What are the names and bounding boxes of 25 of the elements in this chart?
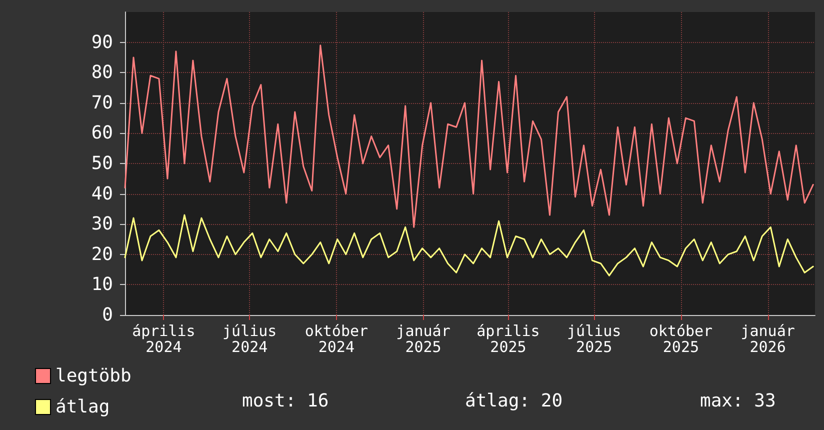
y-tick-label: 80 — [91, 62, 113, 84]
y-tick-label: 20 — [91, 244, 113, 265]
x-tick-label: április 2024 — [132, 322, 196, 356]
x-tick-label: január 2025 — [396, 322, 450, 356]
x-tick-label: július 2025 — [567, 322, 622, 356]
x-tick-label: január 2026 — [740, 322, 795, 356]
legend-label: legtöbb — [56, 366, 132, 386]
text: max: 33 — [700, 390, 776, 412]
text: átlag: 20 — [465, 390, 563, 412]
y-tick-label: 60 — [91, 122, 113, 144]
line-series — [124, 214, 814, 276]
x-tick-label: október 2024 — [304, 322, 368, 356]
text: most: 16 — [242, 390, 329, 412]
y-tick-label: 50 — [91, 153, 113, 174]
x-tick-label: július 2024 — [222, 322, 277, 356]
y-tick-label: 0 — [102, 304, 113, 326]
legend-label: átlag — [56, 396, 110, 418]
y-tick-label: 40 — [91, 183, 113, 204]
y-tick-label: 30 — [91, 214, 113, 235]
y-tick-label: 90 — [91, 32, 113, 53]
x-tick-label: április 2025 — [476, 322, 540, 356]
x-tick-label: október 2025 — [649, 322, 713, 356]
y-tick-label: 10 — [91, 274, 113, 296]
y-tick-label: 70 — [91, 92, 113, 114]
line-series — [124, 44, 814, 228]
